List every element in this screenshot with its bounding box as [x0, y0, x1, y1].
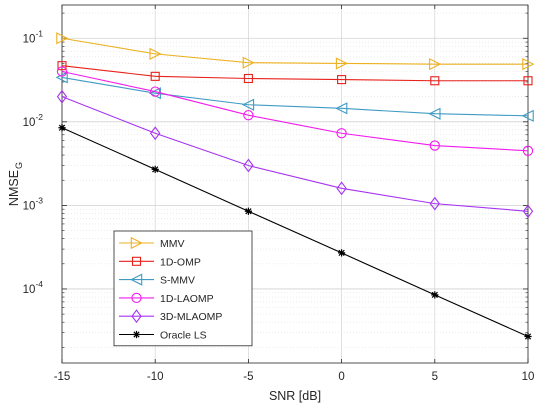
data-point-3d-mlaomp [243, 158, 254, 173]
data-point-1d-laomp [243, 110, 254, 121]
legend-item-oracle-ls: Oracle LS [119, 330, 207, 342]
legend-marker-s-mmv [130, 273, 143, 286]
y-tick-label-exponent: -1 [35, 28, 43, 38]
data-point-1d-laomp [522, 145, 534, 156]
legend-box [113, 230, 253, 347]
x-tick-label: 5 [432, 371, 438, 383]
legend-marker-1d-omp [131, 256, 142, 266]
data-point-1d-omp [337, 75, 347, 85]
y-axis-label-subscript: G [14, 162, 24, 169]
data-point-3d-mlaomp [429, 196, 440, 211]
y-axis-label: NMSEG [7, 162, 24, 206]
legend-marker-3d-mlaomp [131, 309, 142, 324]
data-point-mmv [335, 57, 349, 70]
legend-item-1d-laomp: 1D-LAOMP [119, 292, 214, 305]
data-point-mmv [56, 32, 69, 45]
series-mmv [56, 32, 535, 71]
y-tick-label-base: 10 [23, 33, 36, 45]
data-point-1d-omp [57, 61, 67, 71]
legend-item-mmv: MMV [119, 236, 185, 250]
y-tick-label-base: 10 [23, 200, 36, 212]
series-1d-omp [57, 61, 533, 86]
legend-item-1d-omp: 1D-OMP [119, 256, 201, 268]
data-point-3d-mlaomp [522, 204, 534, 219]
x-tick-label: 0 [338, 371, 344, 383]
data-point-1d-laomp [150, 86, 161, 97]
legend-label-s-mmv: S-MMV [160, 275, 195, 287]
series-layer [55, 32, 535, 341]
data-point-oracle-ls [58, 124, 66, 132]
legend-item-3d-mlaomp: 3D-MLAOMP [119, 309, 222, 324]
data-point-3d-mlaomp [336, 181, 347, 196]
data-point-oracle-ls [244, 207, 252, 215]
data-point-3d-mlaomp [56, 89, 68, 104]
y-tick-label-base: 10 [23, 284, 36, 296]
x-axis-label: SNR [dB] [269, 389, 321, 403]
y-tick-label: 10-3 [23, 195, 44, 212]
data-point-s-mmv [55, 71, 68, 84]
data-point-oracle-ls [151, 165, 159, 173]
y-axis-label-main: NMSE [7, 170, 21, 206]
legend-label-oracle-ls: Oracle LS [160, 330, 207, 342]
data-point-1d-laomp [336, 128, 347, 139]
series-line-oracle-ls [61, 127, 529, 337]
data-point-1d-omp [150, 71, 160, 81]
y-tick-label-exponent: -3 [35, 195, 43, 205]
x-tick-label: -10 [147, 371, 164, 383]
legend-item-s-mmv: S-MMV [119, 273, 195, 287]
legend-marker-oracle-ls [132, 330, 141, 339]
legend-label-1d-laomp: 1D-LAOMP [160, 293, 214, 305]
data-point-s-mmv [335, 102, 348, 115]
series-line-1d-omp [61, 65, 528, 82]
data-point-mmv [149, 47, 162, 60]
series-line-1d-laomp [61, 70, 529, 152]
data-point-oracle-ls [338, 249, 346, 257]
legend-label-3d-mlaomp: 3D-MLAOMP [160, 311, 222, 323]
legend-marker-1d-laomp [131, 292, 142, 304]
legend-label-1d-omp: 1D-OMP [160, 256, 201, 268]
data-point-oracle-ls [431, 291, 439, 299]
series-oracle-ls [58, 124, 532, 341]
legend: MMV 1D-OMP S-MMV 1D-LAOMP 3D-MLAOMP Oracle LS [113, 230, 253, 347]
legend-label-mmv: MMV [160, 238, 185, 250]
series-line-s-mmv [61, 76, 529, 117]
data-point-1d-laomp [56, 66, 68, 77]
data-point-3d-mlaomp [150, 126, 161, 141]
plot-frame [61, 4, 529, 364]
data-point-mmv [242, 56, 255, 69]
data-point-mmv [429, 58, 442, 71]
legend-marker-mmv [130, 236, 143, 250]
data-point-oracle-ls [524, 332, 532, 341]
data-point-1d-omp [430, 76, 440, 86]
data-point-s-mmv [521, 109, 534, 122]
x-tick-label: 10 [522, 371, 535, 383]
y-tick-label: 10-2 [23, 112, 44, 129]
y-tick-label: 10-1 [23, 28, 44, 45]
series-line-mmv [61, 37, 528, 65]
y-tick-label-base: 10 [23, 117, 36, 129]
x-tick-label: -5 [243, 371, 253, 383]
data-point-mmv [522, 58, 535, 71]
data-point-s-mmv [241, 98, 255, 111]
y-tick-label-exponent: -4 [35, 279, 43, 289]
data-point-s-mmv [428, 107, 441, 120]
data-point-1d-omp [523, 76, 533, 86]
data-point-1d-omp [243, 73, 253, 84]
data-point-1d-laomp [429, 140, 440, 151]
series-1d-laomp [56, 66, 534, 156]
series-3d-mlaomp [56, 89, 534, 219]
y-tick-label: 10-4 [23, 279, 44, 296]
series-line-3d-mlaomp [61, 96, 529, 212]
x-tick-label: -15 [54, 371, 71, 383]
y-tick-label-exponent: -2 [35, 112, 43, 122]
